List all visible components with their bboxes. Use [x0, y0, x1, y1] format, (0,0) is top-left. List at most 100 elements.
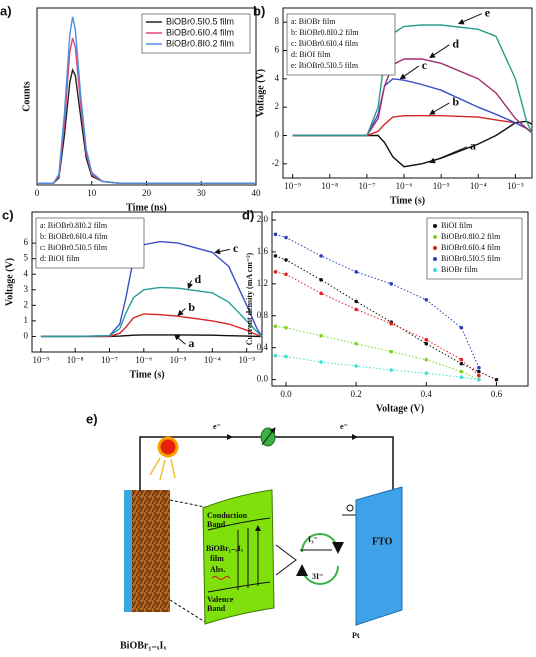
data-point	[284, 354, 288, 359]
data-point	[319, 333, 323, 338]
x-tick-label: 0.0	[280, 389, 292, 399]
electron: e⁻	[340, 422, 348, 431]
y-tick-label: 3	[24, 284, 29, 294]
annotation-arrow	[429, 102, 450, 115]
y-tick-label: 2.0	[257, 214, 269, 224]
annotation: a	[188, 336, 194, 350]
legend-box	[286, 13, 396, 76]
x-axis-label: Time (ns)	[126, 202, 167, 213]
plot-frame	[282, 7, 533, 179]
species: I₃⁻	[308, 535, 318, 544]
annotation-arrow	[457, 13, 483, 25]
legend-label: d: BiOI film	[291, 50, 331, 59]
y-tick-label: 2	[24, 299, 29, 309]
data-point	[284, 235, 288, 240]
annotation-arrow	[174, 334, 186, 345]
redox-arrow	[296, 564, 339, 585]
data-point	[459, 369, 464, 374]
y-tick-label: 0	[24, 331, 29, 341]
legend-label: c: BiOBr0.5I0.5 film	[40, 243, 108, 252]
data-point	[319, 278, 323, 282]
x-tick-label: 10⁻⁴	[204, 355, 221, 365]
fto-electrode	[355, 486, 403, 626]
band-label: Valence	[207, 595, 234, 604]
pt-label: Pt	[352, 631, 360, 640]
y-tick-label: 1	[24, 315, 29, 325]
y-tick-label: 5	[24, 253, 29, 263]
legend-label: BiOI film	[441, 221, 473, 230]
x-tick-label: 0.2	[351, 389, 362, 399]
x-tick-label: 0.4	[421, 389, 433, 399]
legend-swatch	[433, 235, 437, 239]
legend-label: BiOBr0.8I0.2 film	[166, 38, 234, 48]
series-line	[37, 37, 256, 184]
data-point	[424, 371, 429, 376]
y-axis-label: Current density (mA cm⁻²)	[245, 252, 254, 345]
data-point	[273, 232, 278, 237]
data-point	[459, 325, 464, 330]
data-point	[319, 360, 323, 364]
band-label: Band	[207, 604, 226, 613]
x-tick-label: 10⁻⁶	[396, 181, 413, 191]
series-line	[40, 286, 263, 338]
data-point	[459, 375, 464, 380]
band-label: Conduction	[207, 511, 248, 520]
legend-label: BiOBr0.8I0.2 film	[441, 232, 501, 241]
series-line	[275, 233, 480, 368]
data-point	[354, 299, 358, 304]
legend: BiOI film BiOBr0.8I0.2 film BiOBr0.6I0.4 f…	[426, 217, 523, 280]
data-point	[424, 337, 429, 342]
electrode-label: BiOBr₁₋ₓIₓ	[120, 640, 166, 651]
legend-label: b: BiOBr0.6I0.4 film	[40, 232, 108, 241]
series-line	[292, 78, 533, 137]
x-tick-label: 10	[87, 188, 97, 198]
data-point	[284, 258, 288, 262]
y-tick-label: 2	[275, 101, 280, 111]
legend-box	[426, 217, 523, 280]
data-point	[273, 254, 278, 258]
annotation: d	[194, 272, 201, 286]
x-tick-label: 10⁻⁷	[101, 355, 118, 365]
annotation: e	[485, 5, 491, 19]
legend-box	[35, 217, 145, 269]
data-point	[284, 325, 288, 330]
annotation-arrow	[429, 146, 468, 164]
data-point	[477, 365, 481, 370]
data-point	[494, 377, 499, 382]
annotation: a	[470, 139, 476, 153]
legend-label: BiOBr0.5I0.5 film	[441, 254, 501, 263]
legend: a: BiOBr film b: BiOBr0.8I0.2 film c: BiOB…	[286, 13, 396, 76]
x-tick-label: 40	[252, 188, 262, 198]
annotation-arrow	[177, 308, 186, 317]
data-point	[354, 364, 358, 368]
legend-label: BiOBr0.6I0.4 film	[166, 27, 234, 37]
diagram: e⁻ e⁻ Conduction Band BiOBr₁₋ₓIₓ film Ab…	[86, 411, 403, 651]
annotation-arrow	[399, 65, 420, 80]
x-tick-label: 30	[197, 188, 207, 198]
series-line	[275, 325, 480, 381]
data-point	[389, 368, 394, 372]
legend-swatch	[433, 257, 437, 261]
x-tick-label: 10⁻⁸	[321, 181, 338, 191]
x-tick-label: 10⁻⁴	[470, 181, 487, 191]
x-tick-label: 0	[35, 188, 40, 198]
legend-label: e: BiOBr0.5I0.5 film	[291, 61, 359, 70]
y-tick-label: 1.6	[257, 246, 269, 256]
series-line	[292, 120, 533, 168]
data-point	[424, 341, 429, 346]
annotation: b	[452, 95, 459, 109]
data-point	[477, 373, 481, 378]
legend-swatch	[433, 246, 437, 250]
panel-label: c)	[2, 207, 14, 222]
plot-frame	[31, 211, 263, 353]
data-point	[477, 369, 481, 374]
annotation: c	[233, 241, 239, 255]
legend: a: BiOBr0.8I0.2 film b: BiOBr0.6I0.4 film…	[35, 217, 145, 269]
y-tick-label: -2	[272, 158, 280, 168]
data-point	[389, 321, 394, 326]
annotation-arrow	[429, 44, 450, 59]
light	[149, 457, 176, 481]
